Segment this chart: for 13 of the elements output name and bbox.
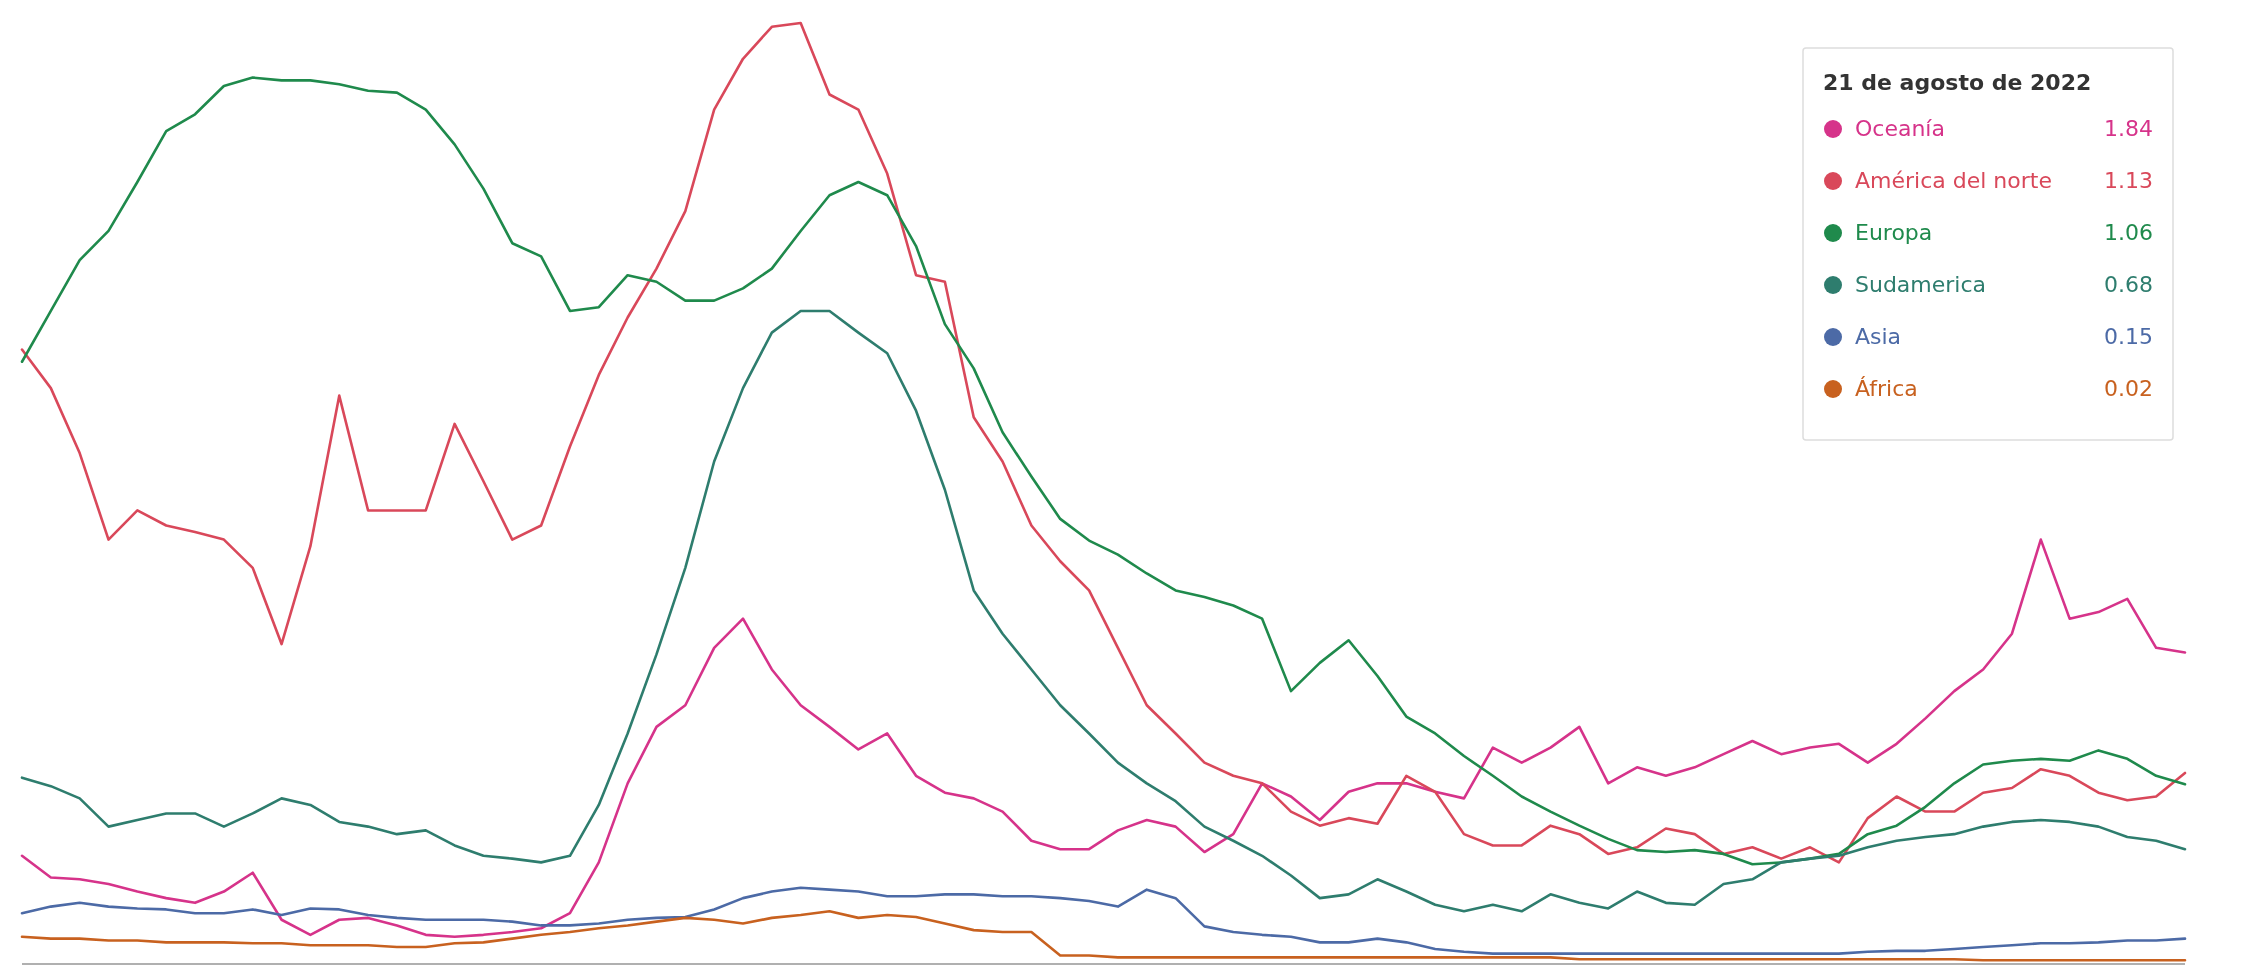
legend-label: Asia [1855, 324, 1902, 349]
legend-label: África [1855, 376, 1918, 401]
annotation: 0.02 [2104, 376, 2153, 401]
annotation: 0.15 [2104, 324, 2153, 349]
annotation: 1.84 [2104, 116, 2153, 141]
legend-title: 21 de agosto de 2022 [1823, 70, 2092, 95]
legend-label: América del norte [1855, 168, 2052, 193]
legend-label: Sudamerica [1855, 272, 1987, 297]
legend-label: Oceanía [1855, 116, 1945, 141]
annotation: 1.06 [2104, 220, 2153, 245]
annotation: 1.13 [2104, 168, 2153, 193]
legend-label: Europa [1855, 220, 1933, 245]
annotation: 0.68 [2104, 272, 2153, 297]
